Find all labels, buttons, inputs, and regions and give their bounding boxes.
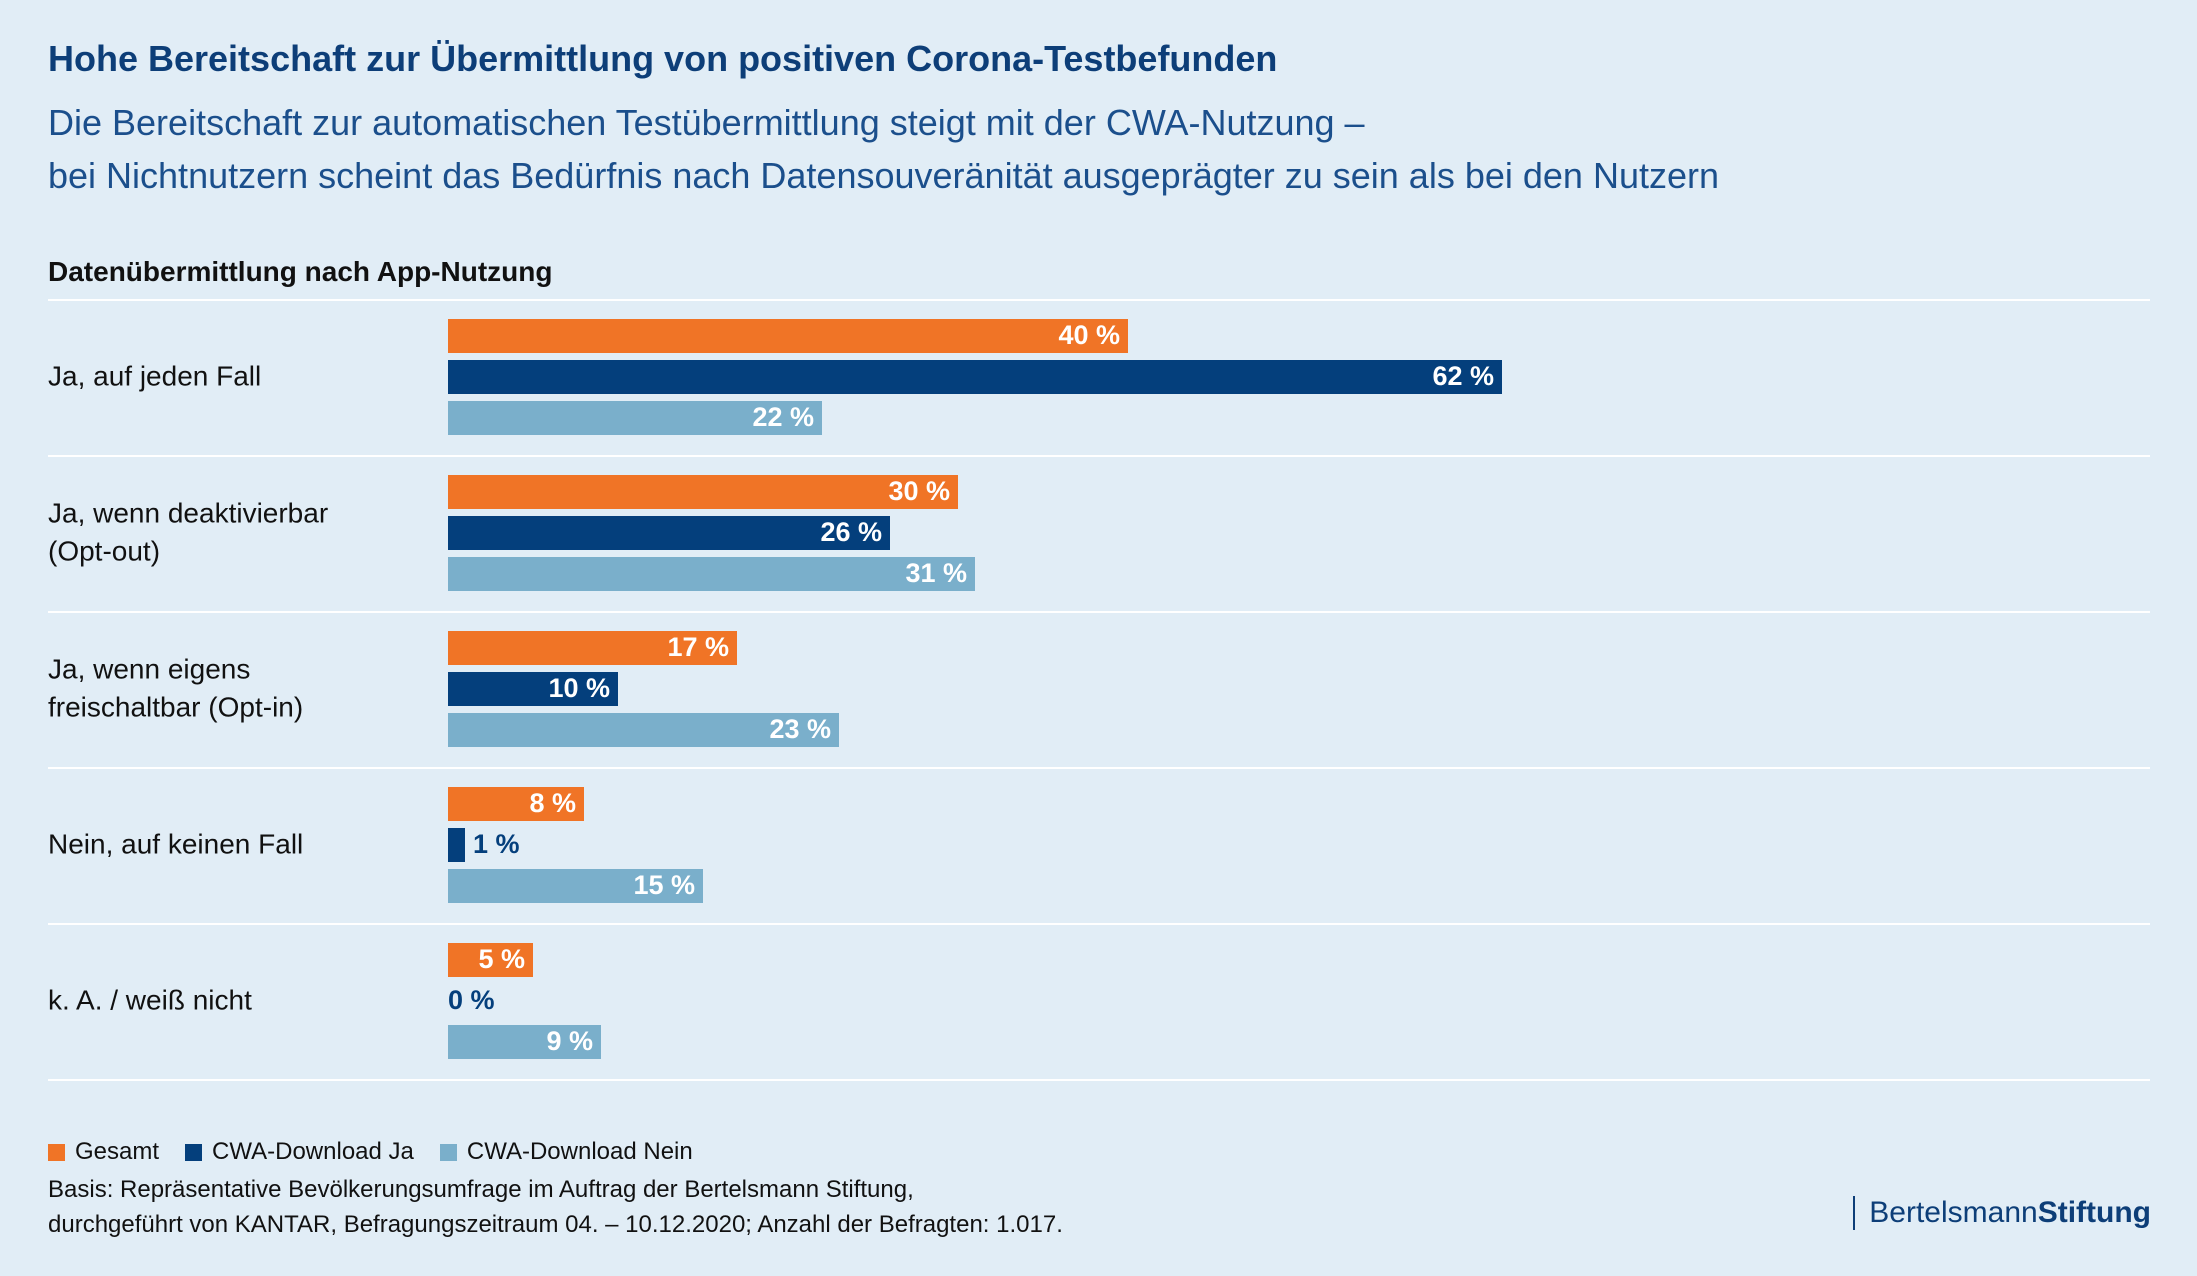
footnote-line-2: durchgeführt von KANTAR, Befragungszeitr… — [48, 1211, 1063, 1238]
data-label: 10 % — [548, 673, 610, 703]
data-label: 8 % — [529, 788, 576, 818]
data-label: 5 % — [478, 944, 525, 974]
legend-item-cwa-ja: CWA-Download Ja — [185, 1138, 414, 1166]
bar — [448, 713, 839, 747]
legend-swatch-cwa-ja — [185, 1143, 203, 1161]
bar — [448, 557, 975, 591]
bar — [448, 869, 703, 903]
data-label: 9 % — [546, 1026, 593, 1056]
legend-item-gesamt: Gesamt — [48, 1138, 159, 1166]
category-label: Ja, wenn eigens — [48, 653, 250, 684]
bertelsmann-logo: BertelsmannStiftung — [1853, 1196, 2151, 1230]
bar — [448, 672, 618, 706]
bar — [448, 1025, 601, 1059]
category-label: freischaltbar (Opt-in) — [48, 691, 303, 722]
data-label: 62 % — [1432, 361, 1494, 391]
legend-label-cwa-ja: CWA-Download Ja — [212, 1138, 414, 1165]
data-label: 15 % — [633, 870, 695, 900]
data-label: 40 % — [1058, 320, 1120, 350]
category-label: Ja, wenn deaktivierbar — [48, 497, 328, 528]
data-label: 0 % — [448, 985, 495, 1015]
data-label: 17 % — [667, 632, 729, 662]
category-label: Nein, auf keinen Fall — [48, 828, 303, 859]
section-title: Datenübermittlung nach App-Nutzung — [48, 256, 553, 287]
category-label: (Opt-out) — [48, 535, 160, 566]
data-label: 23 % — [769, 714, 831, 744]
data-label: 31 % — [905, 558, 967, 588]
legend-label-gesamt: Gesamt — [75, 1138, 160, 1165]
data-label: 26 % — [820, 517, 882, 547]
bar — [448, 516, 890, 550]
bar — [448, 787, 584, 821]
logo-bold-text: Stiftung — [2037, 1196, 2151, 1229]
category-label: Ja, auf jeden Fall — [48, 360, 261, 391]
legend: Gesamt CWA-Download Ja CWA-Download Nein — [48, 1138, 693, 1166]
footnote-line-1: Basis: Repräsentative Bevölkerungsumfrag… — [48, 1176, 914, 1203]
legend-item-cwa-nein: CWA-Download Nein — [439, 1138, 693, 1166]
footnote: Basis: Repräsentative Bevölkerungsumfrag… — [48, 1172, 1063, 1242]
legend-label-cwa-nein: CWA-Download Nein — [466, 1138, 693, 1165]
legend-swatch-cwa-nein — [439, 1143, 457, 1161]
bar — [448, 631, 737, 665]
bar-chart: Ja, auf jeden Fall 40 % 62 % 22 % Ja, wenn d… — [48, 299, 2150, 1081]
data-label: 1 % — [473, 829, 520, 859]
bar — [448, 319, 1128, 353]
category-label: k. A. / weiß nicht — [48, 984, 252, 1015]
bar — [448, 475, 958, 509]
chart-title: Hohe Bereitschaft zur Übermittlung von p… — [48, 38, 1278, 79]
subtitle-line-2: bei Nichtnutzern scheint das Bedürfnis n… — [48, 155, 1719, 196]
legend-swatch-gesamt — [48, 1143, 65, 1161]
bar — [448, 401, 822, 435]
bar — [448, 943, 533, 977]
data-label: 30 % — [888, 476, 950, 506]
chart-subtitle: Die Bereitschaft zur automatischen Testü… — [48, 96, 1719, 202]
bar — [448, 360, 1502, 394]
data-label: 22 % — [752, 402, 814, 432]
bar — [448, 828, 465, 862]
logo-regular-text: Bertelsmann — [1869, 1196, 2038, 1229]
subtitle-line-1: Die Bereitschaft zur automatischen Testü… — [48, 102, 1365, 143]
